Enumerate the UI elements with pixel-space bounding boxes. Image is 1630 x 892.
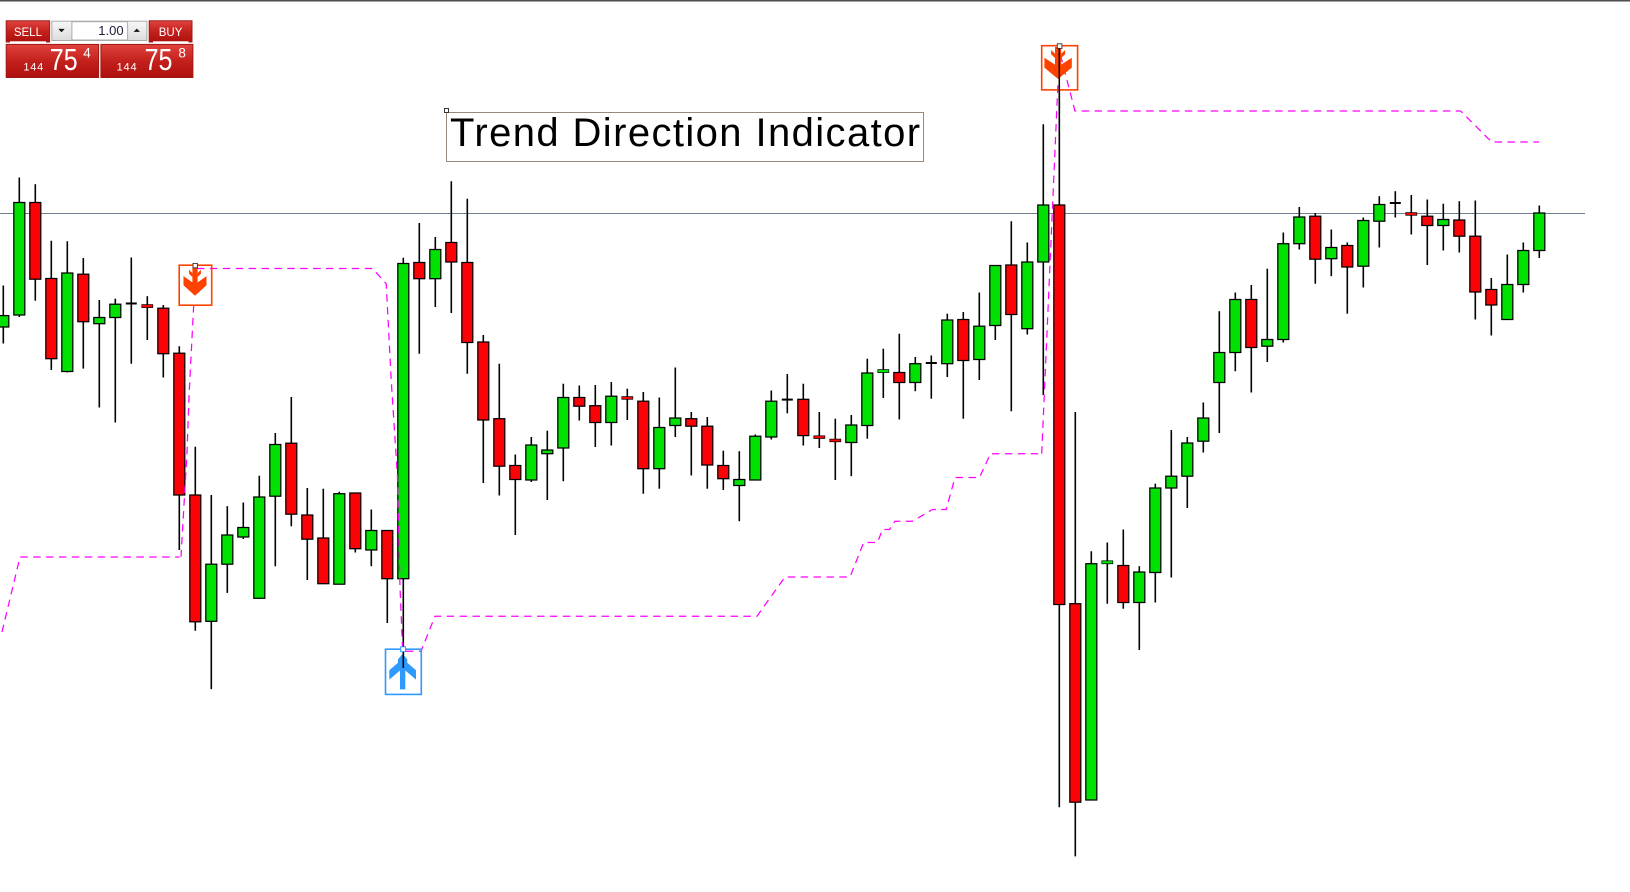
svg-text:4: 4	[83, 46, 91, 61]
svg-text:BUY: BUY	[159, 27, 183, 39]
svg-text:75: 75	[145, 42, 173, 76]
svg-text:8: 8	[178, 46, 186, 61]
svg-text:144: 144	[23, 61, 44, 73]
svg-text:144: 144	[117, 61, 138, 73]
svg-text:75: 75	[50, 42, 78, 76]
svg-text:1.00: 1.00	[98, 23, 123, 38]
svg-text:SELL: SELL	[14, 27, 43, 39]
